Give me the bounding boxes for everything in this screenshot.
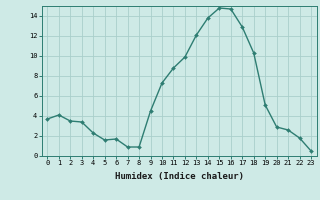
X-axis label: Humidex (Indice chaleur): Humidex (Indice chaleur) [115, 172, 244, 181]
